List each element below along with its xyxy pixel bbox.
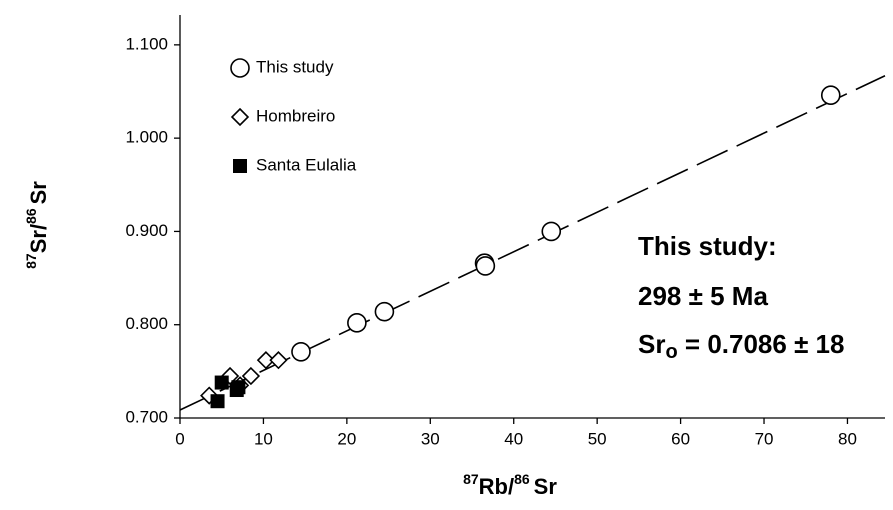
x-tick-label: 0 (175, 429, 184, 448)
x-tick-label: 30 (421, 429, 440, 448)
annotation: Sro = 0.7086 ± 18 (638, 329, 844, 363)
y-axis-label: 87Sr/86Sr (23, 181, 51, 269)
x-axis-label: 87Rb/86 Sr (463, 471, 557, 499)
legend-label: Santa Eulalia (256, 155, 357, 174)
point-circle (374, 301, 395, 322)
x-tick-label: 50 (588, 429, 607, 448)
x-tick-label: 20 (337, 429, 356, 448)
y-tick-label: 0.900 (125, 221, 168, 240)
point-diamond (269, 351, 288, 370)
point-square (214, 375, 229, 390)
y-tick-label: 1.100 (125, 34, 168, 53)
point-square (210, 394, 225, 409)
point-circle (291, 341, 311, 362)
point-diamond (230, 107, 250, 127)
point-diamond (256, 351, 276, 370)
y-tick-label: 1.000 (125, 128, 168, 147)
y-tick-label: 0.700 (125, 407, 168, 426)
x-tick-label: 80 (838, 429, 857, 448)
x-tick-label: 70 (755, 429, 774, 448)
point-circle (820, 85, 841, 106)
annotation: This study: (638, 231, 777, 261)
point-square (233, 159, 247, 173)
legend-label: This study (256, 57, 334, 76)
x-tick-label: 10 (254, 429, 273, 448)
x-tick-label: 60 (671, 429, 690, 448)
point-circle (541, 221, 562, 242)
point-circle (230, 58, 250, 78)
annotation: 298 ± 5 Ma (638, 281, 768, 311)
legend-label: Hombreiro (256, 106, 335, 125)
point-circle (347, 313, 367, 333)
point-circle (475, 256, 496, 276)
point-square (231, 380, 246, 395)
y-tick-label: 0.800 (125, 314, 168, 333)
x-tick-label: 40 (504, 429, 523, 448)
point-diamond (241, 366, 261, 386)
